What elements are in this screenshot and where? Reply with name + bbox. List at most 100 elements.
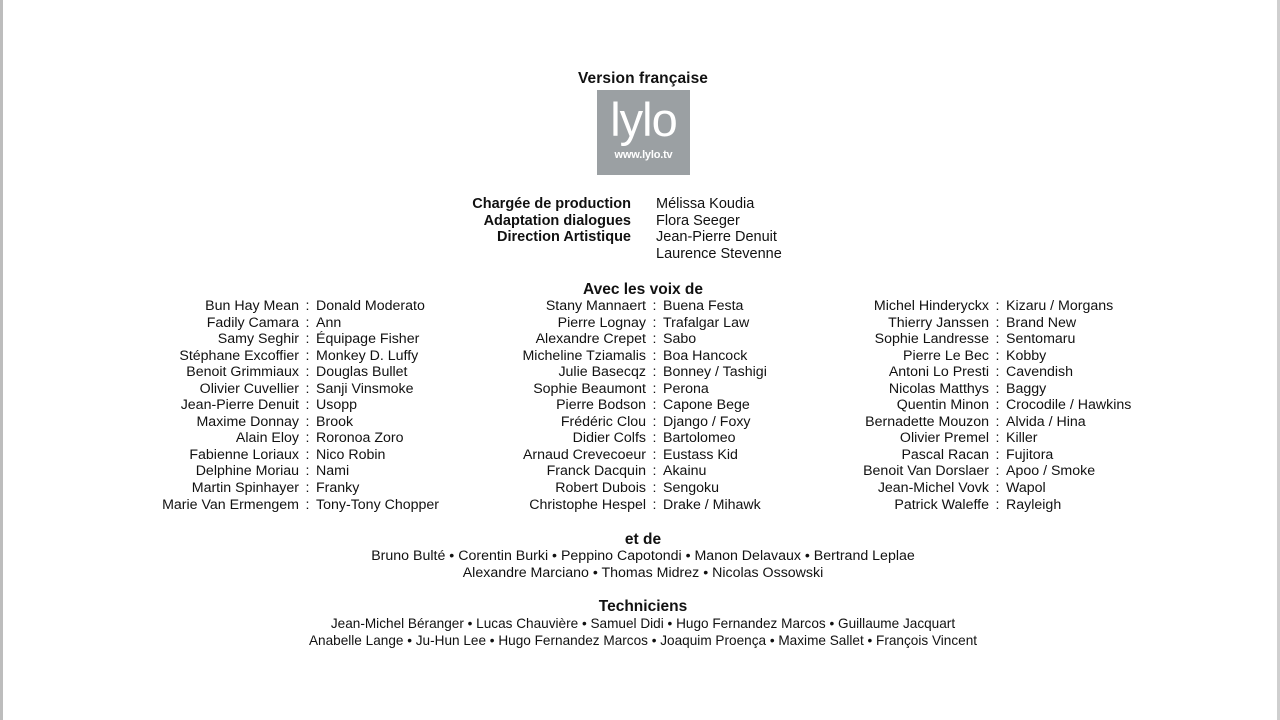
cast-actor-name: Fadily Camara — [206, 314, 299, 331]
cast-separator: : — [652, 496, 657, 513]
cast-actor-name: Delphine Moriau — [195, 463, 299, 480]
production-role-label: Chargée de production — [472, 196, 631, 212]
cast-row: Samy Seghir: Équipage Fisher — [3, 331, 473, 348]
cast-character-name: Cavendish — [1006, 364, 1074, 381]
name-list-line: Anabelle Lange • Ju-Hun Lee • Hugo Ferna… — [308, 633, 978, 648]
cast-row: Olivier Cuvellier: Sanji Vinsmoke — [3, 381, 473, 398]
cast-row: Sophie Beaumont: Perona — [473, 381, 823, 398]
cast-row: Arnaud Crevecoeur: Eustass Kid — [473, 447, 823, 464]
techniciens-section: Techniciens Jean-Michel Béranger • Lucas… — [3, 598, 1277, 649]
production-person-name: Flora Seeger — [656, 212, 740, 229]
cast-character-name: Ann — [316, 314, 342, 331]
cast-row: Stany Mannaert: Buena Festa — [473, 298, 823, 315]
cast-actor-name: Micheline Tziamalis — [522, 347, 646, 364]
cast-row: Marie Van Ermengem: Tony-Tony Chopper — [3, 497, 473, 514]
production-role-label: Direction Artistique — [496, 229, 631, 246]
cast-character-name: Alvida / Hina — [1006, 413, 1086, 430]
cast-actor-name: Julie Basecqz — [558, 364, 646, 381]
cast-actor-name: Arnaud Crevecoeur — [522, 446, 646, 463]
name-list-line: Bruno Bulté • Corentin Burki • Peppino C… — [371, 548, 915, 564]
cast-actor-name: Alexandre Crepet — [535, 331, 646, 348]
cast-separator: : — [995, 397, 1000, 414]
cast-character-name: Sanji Vinsmoke — [316, 380, 414, 397]
cast-columns: Bun Hay Mean: Donald Moderato Fadily Camar… — [3, 298, 1277, 518]
cast-actor-name: Olivier Cuvellier — [199, 380, 299, 397]
cast-character-name: Monkey D. Luffy — [316, 347, 419, 364]
cast-actor-name: Pierre Bodson — [556, 397, 646, 414]
cast-actor-name: Bernadette Mouzon — [865, 413, 989, 430]
cast-row: Stéphane Excoffier: Monkey D. Luffy — [3, 348, 473, 365]
lylo-logo: lylo www.lylo.tv — [597, 90, 690, 175]
cast-character-name: Équipage Fisher — [316, 331, 420, 348]
cast-row: Fabienne Loriaux: Nico Robin — [3, 447, 473, 464]
cast-row: Pierre Bodson: Capone Bege — [473, 397, 823, 414]
production-row: Adaptation dialogues Flora Seeger — [3, 212, 1277, 230]
cast-row: Pierre Lognay: Trafalgar Law — [473, 315, 823, 332]
cast-separator: : — [652, 413, 657, 430]
cast-actor-name: Robert Dubois — [555, 480, 646, 497]
cast-character-name: Kobby — [1006, 347, 1047, 364]
cast-separator: : — [305, 397, 310, 414]
production-person-name: Laurence Stevenne — [656, 245, 782, 262]
cast-actor-name: Benoit Grimmiaux — [186, 364, 299, 381]
techniciens-title: Techniciens — [598, 598, 688, 615]
cast-actor-name: Sophie Landresse — [874, 331, 989, 348]
production-role-label: Adaptation dialogues — [483, 212, 631, 229]
cast-row: Julie Basecqz: Bonney / Tashigi — [473, 364, 823, 381]
cast-column-3: Michel Hinderyckx: Kizaru / Morgans Thierr… — [823, 298, 1223, 513]
cast-separator: : — [652, 430, 657, 447]
name-list-line: Jean-Michel Béranger • Lucas Chauvière •… — [330, 616, 956, 631]
cast-character-name: Bonney / Tashigi — [663, 364, 767, 381]
cast-row: Quentin Minon: Crocodile / Hawkins — [823, 397, 1223, 414]
cast-character-name: Apoo / Smoke — [1006, 463, 1096, 480]
production-row: Chargée de production Mélissa Koudia — [3, 196, 1277, 213]
cast-actor-name: Quentin Minon — [896, 397, 989, 414]
cast-separator: : — [652, 331, 657, 348]
cast-actor-name: Nicolas Matthys — [888, 380, 989, 397]
cast-separator: : — [652, 446, 657, 463]
cast-character-name: Tony-Tony Chopper — [316, 496, 440, 513]
cast-character-name: Sabo — [663, 331, 697, 348]
cast-character-name: Roronoa Zoro — [316, 430, 404, 447]
cast-actor-name: Jean-Pierre Denuit — [180, 397, 299, 414]
cast-character-name: Brook — [316, 413, 354, 430]
cast-separator: : — [305, 380, 310, 397]
cast-row: Pascal Racan: Fujitora — [823, 447, 1223, 464]
cast-actor-name: Franck Dacquin — [546, 463, 646, 480]
cast-actor-name: Michel Hinderyckx — [873, 298, 989, 314]
cast-separator: : — [995, 364, 1000, 381]
cast-separator: : — [305, 463, 310, 480]
cast-character-name: Django / Foxy — [663, 413, 751, 430]
cast-separator: : — [305, 496, 310, 513]
cast-separator: : — [652, 480, 657, 497]
cast-separator: : — [305, 480, 310, 497]
cast-separator: : — [995, 380, 1000, 397]
cast-row: Didier Colfs: Bartolomeo — [473, 430, 823, 447]
cast-row: Robert Dubois: Sengoku — [473, 480, 823, 497]
cast-character-name: Boa Hancock — [663, 347, 748, 364]
cast-separator: : — [305, 364, 310, 381]
cast-character-name: Akainu — [663, 463, 707, 480]
version-title: Version française — [577, 70, 709, 87]
cast-separator: : — [995, 298, 1000, 314]
cast-row: Alain Eloy: Roronoa Zoro — [3, 430, 473, 447]
cast-character-name: Fujitora — [1006, 446, 1054, 463]
cast-row: Jean-Michel Vovk: Wapol — [823, 480, 1223, 497]
cast-row: Fadily Camara: Ann — [3, 315, 473, 332]
et-de-title: et de — [624, 531, 662, 548]
cast-section-title: Avec les voix de — [582, 281, 704, 298]
et-de-section: et de Bruno Bulté • Corentin Burki • Pep… — [3, 531, 1277, 582]
cast-character-name: Baggy — [1006, 380, 1047, 397]
cast-separator: : — [305, 298, 310, 314]
cast-character-name: Sengoku — [663, 480, 720, 497]
cast-actor-name: Didier Colfs — [572, 430, 646, 447]
cast-actor-name: Pierre Le Bec — [903, 347, 989, 364]
cast-separator: : — [652, 463, 657, 480]
cast-row: Alexandre Crepet: Sabo — [473, 331, 823, 348]
cast-character-name: Nami — [316, 463, 350, 480]
cast-separator: : — [305, 347, 310, 364]
cast-separator: : — [995, 496, 1000, 513]
cast-actor-name: Fabienne Loriaux — [189, 446, 299, 463]
cast-character-name: Wapol — [1006, 480, 1046, 497]
